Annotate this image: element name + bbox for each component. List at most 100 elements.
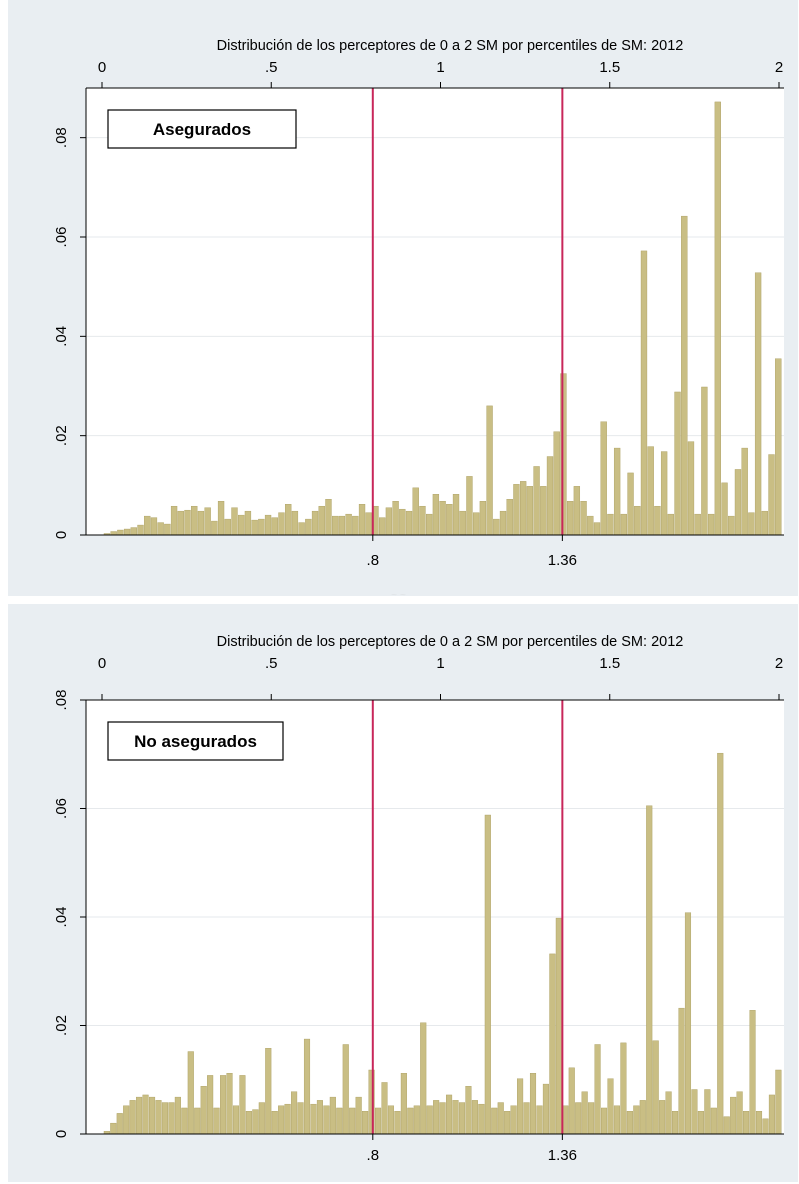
- histogram-bar: [399, 508, 406, 536]
- histogram-bar: [768, 1094, 775, 1135]
- histogram-bar: [329, 1096, 336, 1135]
- x-top-tick-label: 2: [775, 59, 783, 76]
- x-bottom-tick-label: 1.36: [548, 552, 577, 569]
- histogram-bar: [749, 1010, 756, 1135]
- histogram-bar: [136, 1096, 143, 1135]
- histogram-bar: [318, 505, 325, 536]
- histogram-bar: [775, 358, 782, 536]
- y-tick-label: .04: [53, 326, 70, 347]
- histogram-bar: [168, 1102, 175, 1135]
- legend-box: [107, 721, 284, 761]
- chart-title: Distribución de los perceptores de 0 a 2…: [217, 38, 684, 54]
- histogram-bar: [439, 1102, 446, 1135]
- chart-asegurados-svg: 0 .02 .04 .06 .08 0 .5 1 1.5 2 .8 1.36 Distribución …: [53, 38, 784, 569]
- histogram-bar: [647, 446, 654, 536]
- chart-panel-asegurados: 0 .02 .04 .06 .08 0 .5 1 1.5 2 .8 1.36 Distribución …: [8, 0, 798, 596]
- histogram-bar: [721, 482, 728, 536]
- histogram-bar: [342, 1044, 349, 1135]
- histogram-bar: [639, 1100, 646, 1135]
- histogram-bar: [458, 1102, 466, 1135]
- histogram-bar: [291, 1091, 298, 1135]
- histogram-bar: [510, 1105, 517, 1135]
- histogram-bar: [137, 524, 144, 536]
- histogram-bar: [155, 1100, 162, 1135]
- histogram-bar: [486, 405, 493, 536]
- histogram-bar: [601, 1107, 608, 1135]
- histogram-bar: [754, 272, 762, 536]
- histogram-bar: [338, 515, 346, 536]
- histogram-bar: [478, 1103, 485, 1135]
- histogram-bar: [594, 1044, 601, 1135]
- histogram-bar: [694, 513, 701, 536]
- y-tick-label: .02: [53, 1015, 70, 1036]
- histogram-bar: [375, 1107, 382, 1135]
- histogram-bar: [593, 522, 601, 536]
- histogram-bar: [413, 1105, 420, 1135]
- histogram-bar: [177, 510, 184, 536]
- y-tick-label: .08: [53, 127, 70, 148]
- x-top-tick-label: 1.5: [599, 59, 620, 76]
- histogram-bar: [303, 1038, 311, 1135]
- histogram-bar: [568, 1067, 575, 1135]
- histogram-bar: [358, 504, 366, 536]
- histogram-bar: [439, 501, 446, 536]
- histogram-bar: [634, 505, 641, 536]
- x-top-tick-label: 1: [436, 59, 444, 76]
- chart-panel-no-asegurados: 0 .02 .04 .06 .08 0 .5 1 1.5 2 .8 1.36 Distribución …: [8, 604, 798, 1182]
- histogram-bar: [197, 510, 205, 536]
- x-top-tick-label: 2: [775, 655, 783, 672]
- histogram-bar: [144, 515, 151, 536]
- histogram-bar: [379, 517, 386, 536]
- histogram-bar: [665, 1091, 672, 1135]
- y-tick-label: .02: [53, 425, 70, 446]
- histogram-bar: [420, 1022, 427, 1135]
- histogram-bar: [174, 1096, 181, 1135]
- histogram-bar: [728, 515, 735, 536]
- histogram-bar: [258, 518, 265, 536]
- histogram-bar: [768, 454, 775, 536]
- histogram-bar: [191, 505, 198, 536]
- y-tick-label: 0: [53, 1130, 70, 1138]
- histogram-bar: [465, 1086, 472, 1135]
- histogram-bar: [743, 1111, 750, 1135]
- histogram-bar: [755, 1111, 763, 1135]
- histogram-bar: [181, 1107, 188, 1135]
- histogram-bar: [691, 1089, 698, 1135]
- histogram-bar: [433, 1100, 440, 1135]
- histogram-bar: [232, 1105, 240, 1135]
- histogram-bar: [473, 512, 480, 536]
- histogram-bar: [110, 531, 117, 536]
- histogram-bar: [493, 518, 500, 536]
- histogram-bar: [252, 1109, 259, 1135]
- histogram-bar: [194, 1107, 201, 1135]
- histogram-bar: [580, 501, 587, 536]
- histogram-bar: [681, 215, 688, 536]
- histogram-bar: [157, 522, 164, 536]
- histogram-bar: [251, 519, 258, 536]
- histogram-bar: [546, 456, 554, 536]
- histogram-bar: [674, 391, 681, 536]
- histogram-bar: [717, 752, 724, 1135]
- y-tick-label: .06: [53, 798, 70, 819]
- histogram-bar: [620, 1042, 627, 1135]
- histogram-bar: [419, 505, 426, 536]
- plot-area: [86, 88, 784, 535]
- histogram-bar: [298, 522, 305, 536]
- histogram-bar: [446, 1094, 453, 1135]
- chart-title: Distribución de los perceptores de 0 a 2…: [217, 634, 684, 650]
- histogram-bar: [734, 469, 742, 536]
- histogram-bar: [150, 517, 158, 536]
- histogram-bar: [654, 505, 661, 536]
- histogram-bar: [504, 1111, 511, 1135]
- histogram-bar: [264, 514, 272, 536]
- histogram-bar: [646, 805, 653, 1135]
- chart-no-asegurados-svg: 0 .02 .04 .06 .08 0 .5 1 1.5 2 .8 1.36 Distribución …: [53, 634, 784, 1164]
- histogram-bar: [207, 1075, 214, 1135]
- histogram-bar: [385, 507, 393, 536]
- histogram-bar: [575, 1102, 582, 1135]
- histogram-bar: [613, 1105, 620, 1135]
- histogram-bar: [362, 1111, 369, 1135]
- histogram-bar: [672, 1111, 679, 1135]
- histogram-bar: [523, 1102, 530, 1135]
- x-top-tick-label: 1.5: [599, 655, 620, 672]
